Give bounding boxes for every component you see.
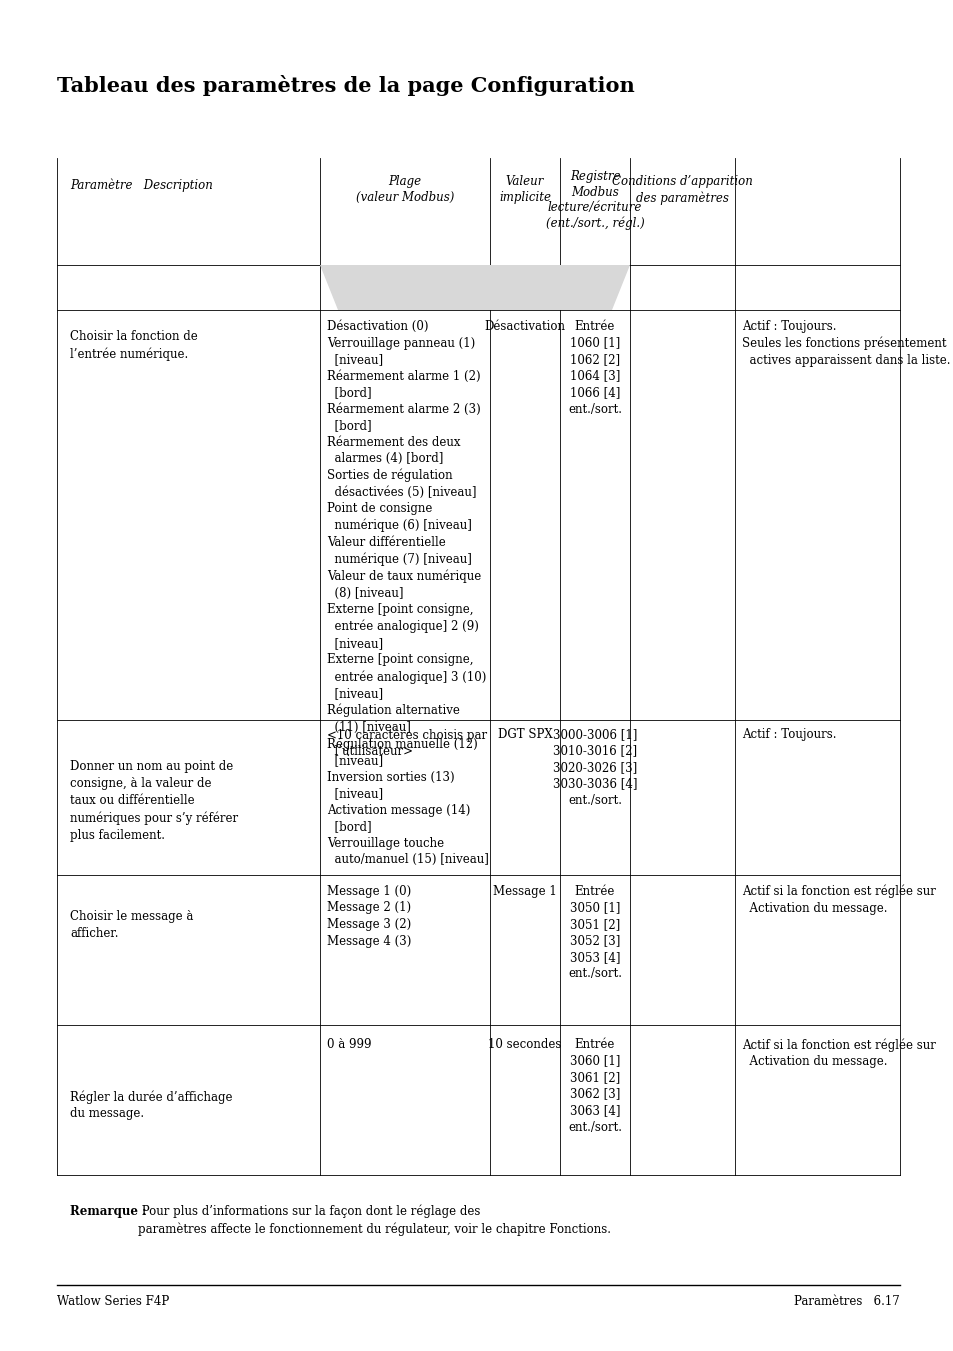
Text: Actif : Toujours.
Seules les fonctions présentement
  actives apparaissent dans : Actif : Toujours. Seules les fonctions p… <box>741 320 949 366</box>
Polygon shape <box>319 265 629 309</box>
Text: 0 à 999: 0 à 999 <box>327 1038 371 1051</box>
Text: Entrée
1060 [1]
1062 [2]
1064 [3]
1066 [4]
ent./sort.: Entrée 1060 [1] 1062 [2] 1064 [3] 1066 [… <box>567 320 621 416</box>
Text: Actif si la fonction est réglée sur
  Activation du message.: Actif si la fonction est réglée sur Acti… <box>741 885 935 915</box>
Text: Choisir le message à
afficher.: Choisir le message à afficher. <box>70 911 193 940</box>
Text: Entrée
3050 [1]
3051 [2]
3052 [3]
3053 [4]
ent./sort.: Entrée 3050 [1] 3051 [2] 3052 [3] 3053 [… <box>567 885 621 981</box>
Text: Registre
Modbus
lecture/écriture
(ent./sort., régl.): Registre Modbus lecture/écriture (ent./s… <box>545 170 643 230</box>
Text: Entrée
3060 [1]
3061 [2]
3062 [3]
3063 [4]
ent./sort.: Entrée 3060 [1] 3061 [2] 3062 [3] 3063 [… <box>567 1038 621 1133</box>
Text: Pour plus d’informations sur la façon dont le réglage des
paramètres affecte le : Pour plus d’informations sur la façon do… <box>138 1205 610 1236</box>
Text: Message 1: Message 1 <box>493 885 557 898</box>
Text: Donner un nom au point de
consigne, à la valeur de
taux ou différentielle
numéri: Donner un nom au point de consigne, à la… <box>70 761 238 842</box>
Text: Désactivation (0)
Verrouillage panneau (1)
  [niveau]
Réarmement alarme 1 (2)
  : Désactivation (0) Verrouillage panneau (… <box>327 320 488 866</box>
Text: 3000-3006 [1]
3010-3016 [2]
3020-3026 [3]
3030-3036 [4]
ent./sort.: 3000-3006 [1] 3010-3016 [2] 3020-3026 [3… <box>552 728 637 807</box>
Text: Désactivation: Désactivation <box>484 320 565 332</box>
Text: Message 1 (0)
Message 2 (1)
Message 3 (2)
Message 4 (3): Message 1 (0) Message 2 (1) Message 3 (2… <box>327 885 411 947</box>
Text: Valeur
implicite: Valeur implicite <box>498 176 551 204</box>
Text: Régler la durée d’affichage
du message.: Régler la durée d’affichage du message. <box>70 1090 233 1120</box>
Text: Remarque :: Remarque : <box>70 1205 147 1219</box>
Text: 10 secondes: 10 secondes <box>488 1038 561 1051</box>
Text: Actif si la fonction est réglée sur
  Activation du message.: Actif si la fonction est réglée sur Acti… <box>741 1038 935 1069</box>
Text: Choisir la fonction de
l’entrée numérique.: Choisir la fonction de l’entrée numériqu… <box>70 330 197 361</box>
Text: DGT SPX: DGT SPX <box>497 728 552 740</box>
Text: Actif : Toujours.: Actif : Toujours. <box>741 728 836 740</box>
Text: Tableau des paramètres de la page Configuration: Tableau des paramètres de la page Config… <box>57 76 634 96</box>
Text: Plage
(valeur Modbus): Plage (valeur Modbus) <box>355 176 454 204</box>
Text: Paramètres   6.17: Paramètres 6.17 <box>794 1296 899 1308</box>
Text: Paramètre   Description: Paramètre Description <box>70 178 213 192</box>
Text: Watlow Series F4P: Watlow Series F4P <box>57 1296 169 1308</box>
Text: Conditions d’apparition
des paramètres: Conditions d’apparition des paramètres <box>612 176 752 204</box>
Text: <10 caractères choisis par
  l’utilisateur>: <10 caractères choisis par l’utilisateur… <box>327 728 487 758</box>
